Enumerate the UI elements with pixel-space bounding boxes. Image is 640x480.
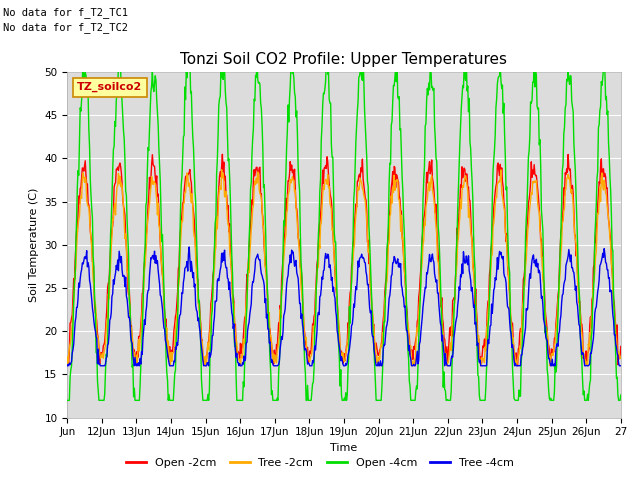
Title: Tonzi Soil CO2 Profile: Upper Temperatures: Tonzi Soil CO2 Profile: Upper Temperatur…	[180, 52, 508, 67]
Text: No data for f_T2_TC1: No data for f_T2_TC1	[3, 7, 128, 18]
Y-axis label: Soil Temperature (C): Soil Temperature (C)	[29, 188, 38, 302]
Text: No data for f_T2_TC2: No data for f_T2_TC2	[3, 22, 128, 33]
X-axis label: Time: Time	[330, 443, 358, 453]
Legend: Open -2cm, Tree -2cm, Open -4cm, Tree -4cm: Open -2cm, Tree -2cm, Open -4cm, Tree -4…	[122, 453, 518, 472]
